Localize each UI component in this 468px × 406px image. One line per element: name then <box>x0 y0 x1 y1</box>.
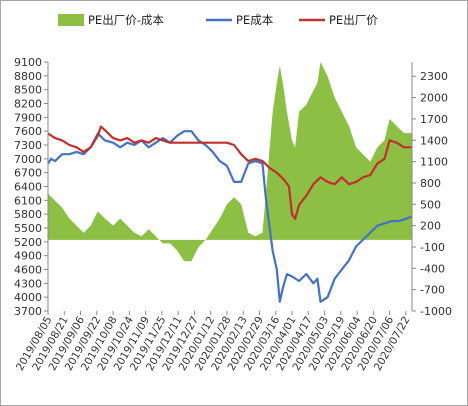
left-tick-label: 6100 <box>14 194 42 207</box>
left-tick-label: 6700 <box>14 167 42 180</box>
left-tick-label: 8500 <box>14 84 42 97</box>
left-tick-label: 4000 <box>14 291 42 304</box>
right-tick-label: 2300 <box>420 70 448 83</box>
left-tick-label: 4900 <box>14 250 42 263</box>
left-tick-label: 7600 <box>14 125 42 138</box>
left-tick-label: 8800 <box>14 70 42 83</box>
plot-area <box>47 62 413 311</box>
right-tick-label: 1700 <box>420 113 448 126</box>
legend-swatch-spread <box>58 14 84 26</box>
right-tick-label: 800 <box>420 177 441 190</box>
left-tick-label: 4300 <box>14 277 42 290</box>
left-tick-label: 5200 <box>14 236 42 249</box>
left-tick-label: 9100 <box>14 56 42 69</box>
legend-label-cost: PE成本 <box>236 13 274 27</box>
right-tick-label: 1100 <box>420 156 448 169</box>
left-tick-label: 7300 <box>14 139 42 152</box>
right-tick-label: -400 <box>420 262 445 275</box>
left-tick-label: 5500 <box>14 222 42 235</box>
left-tick-label: 3700 <box>14 305 42 318</box>
series-line-cost <box>47 130 413 303</box>
x-axis: 2019/08/052019/08/212019/09/062019/09/22… <box>14 311 412 373</box>
right-axis: 2300 2000 1700 1400 1100 800 500 200 -100 -400 -70… <box>412 70 452 318</box>
series-line-price <box>47 125 412 220</box>
right-tick-label: -700 <box>420 284 445 297</box>
right-tick-label: 1400 <box>420 134 448 147</box>
legend-label-price: PE出厂价 <box>329 13 378 27</box>
right-tick-label: -1000 <box>420 305 452 318</box>
left-tick-label: 4600 <box>14 264 42 277</box>
left-tick-label: 5800 <box>14 208 42 221</box>
left-axis: 9100880085008200790076007300700067006400… <box>14 56 48 318</box>
right-tick-label: -100 <box>420 241 445 254</box>
left-tick-label: 6400 <box>14 181 42 194</box>
right-tick-label: 200 <box>420 220 441 233</box>
left-tick-label: 8200 <box>14 98 42 111</box>
left-tick-label: 7900 <box>14 111 42 124</box>
series-area-spread <box>48 62 412 262</box>
right-tick-label: 2000 <box>420 92 448 105</box>
legend: PE出厂价-成本 PE成本 PE出厂价 <box>58 13 378 27</box>
legend-label-spread: PE出厂价-成本 <box>88 13 164 27</box>
right-tick-label: 500 <box>420 198 441 211</box>
left-tick-label: 7000 <box>14 153 42 166</box>
